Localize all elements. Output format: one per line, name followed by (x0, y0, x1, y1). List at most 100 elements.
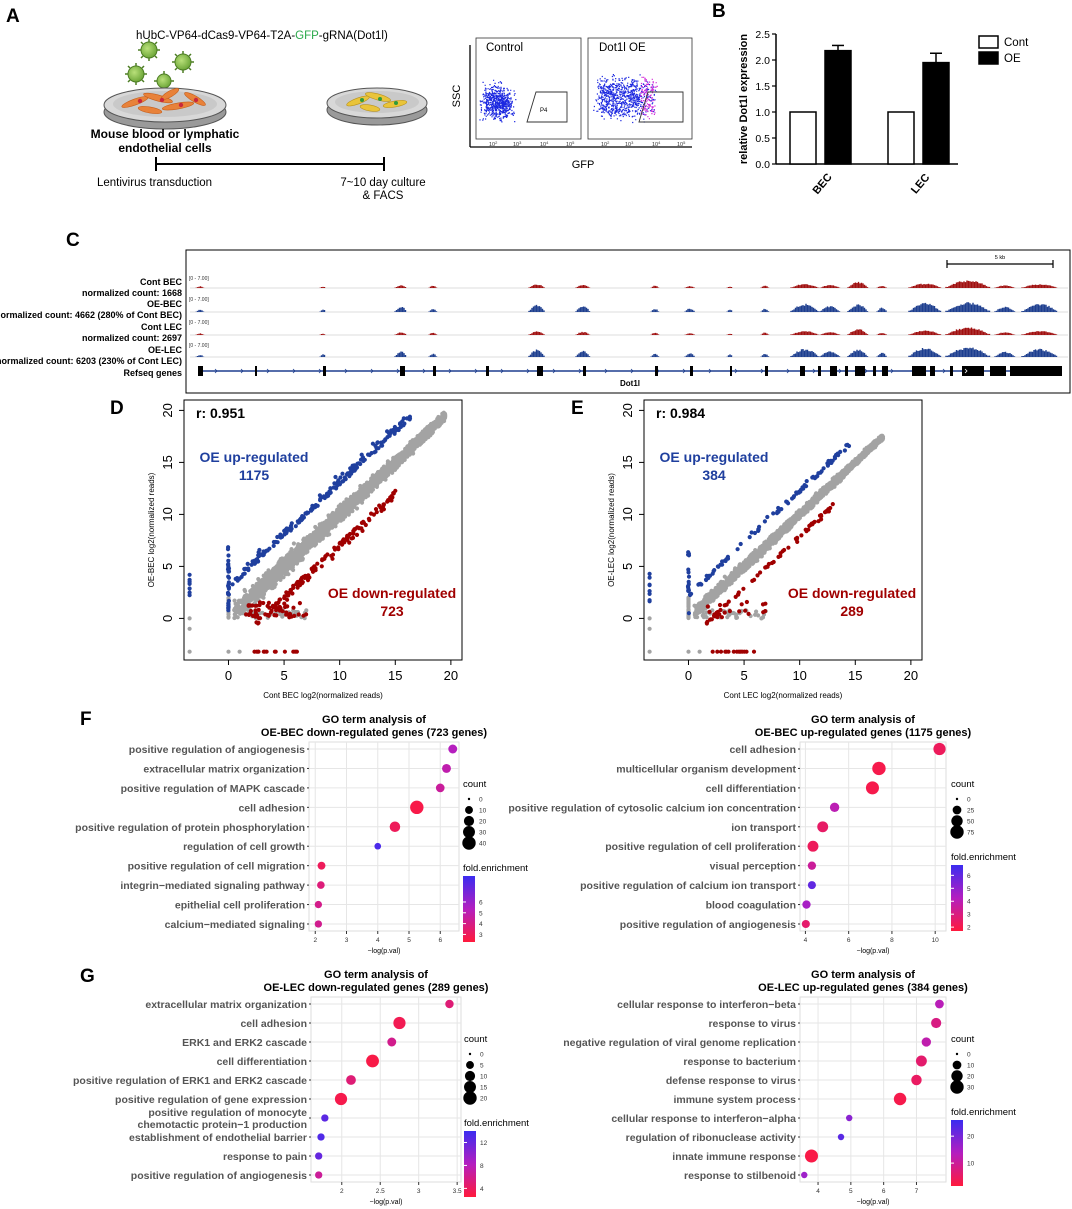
x-tick-label: 6 (882, 1188, 886, 1195)
go-term-label: establishment of endothelial barrier (129, 1132, 307, 1144)
up-regulated-count: 1175 (239, 467, 270, 483)
track-1-sub: normalized count: 1668 (82, 288, 182, 298)
x-tick-label: 3 (345, 937, 349, 944)
bar-y-tick-label: 0.5 (755, 133, 770, 145)
go-title-line-2: OE-LEC down-regulated genes (289 genes) (264, 982, 489, 994)
count-legend-dot (952, 1060, 962, 1070)
fold-legend-title: fold.enrichment (951, 852, 1016, 863)
scatter-plot-e: 0 5 10 15 20 0 5 10 15 20 Cont LEC log2(normalized… (607, 399, 923, 700)
x-tick-label: 2 (340, 1188, 344, 1195)
culture-dish-2-icon (326, 87, 428, 126)
bar-chart: 0.0 0.5 1.0 1.5 2.0 2.5 relative Dot1l express… (738, 29, 958, 197)
exon-arrow (964, 368, 968, 374)
go-dot (865, 781, 879, 795)
y-axis-label: OE-LEC log2(normalized reads) (607, 473, 616, 587)
go-dot (921, 1037, 931, 1047)
track-3-signal (195, 327, 1058, 335)
count-legend-label: 0 (967, 1052, 971, 1059)
go-term-label: negative regulation of viral genome repl… (563, 1037, 796, 1049)
go-term-label: regulation of cell growth (183, 841, 305, 853)
go-title-line-2: OE-LEC up-regulated genes (384 genes) (758, 982, 968, 994)
gene-exon (655, 366, 658, 376)
track-3-range: [0 - 7.00] (189, 320, 209, 326)
go-dot (935, 999, 944, 1009)
gene-exon (950, 366, 953, 376)
count-legend-label: 50 (967, 819, 975, 826)
facs-tick-7: 104 (652, 140, 661, 148)
x-axis-label: −log(p.val) (368, 948, 401, 955)
bar-y-tick-label: 1.0 (755, 107, 770, 119)
gene-exon (818, 366, 821, 376)
go-dot (442, 763, 451, 773)
gene-exon (486, 366, 489, 376)
down-regulated-label: OE down-regulated (788, 585, 916, 601)
track-3-name: Cont LEC (141, 322, 182, 332)
up-regulated-label: OE up-regulated (200, 449, 309, 465)
go-term-label: response to bacterium (683, 1056, 796, 1068)
x-tick-label: 4 (804, 937, 808, 944)
go-term-label: positive regulation of angiogenesis (620, 919, 796, 931)
go-dot (445, 999, 454, 1009)
track-1-name: Cont BEC (140, 277, 182, 287)
facs-tick-8: 105 (677, 140, 686, 148)
panel-letter-d: D (110, 398, 124, 419)
gene-exon (433, 366, 436, 376)
go-panel-bg (308, 741, 460, 932)
fold-colorbar (951, 1120, 963, 1186)
go-term-label: cell adhesion (240, 1018, 307, 1030)
timeline (155, 157, 385, 171)
facs-control-title: Control (486, 42, 523, 54)
facs-tick-3: 104 (540, 140, 549, 148)
go-dot (435, 783, 445, 793)
x-axis-label: −log(p.val) (857, 948, 890, 955)
go-dot (801, 1171, 808, 1179)
go-term-label: cell adhesion (238, 802, 305, 814)
genome-tracks (190, 280, 1068, 376)
go-term-label: positive regulation of MAPK cascade (121, 783, 306, 795)
track-4-sub: normalized count: 6203 (230% of Cont LEC… (0, 356, 182, 366)
count-legend-label: 30 (479, 830, 487, 837)
panel-a: A hUbC-VP64-dCas9-VP64-T2A-GFP-gRNA(Dot1… (6, 6, 693, 202)
bar-y-tick-label: 0.0 (755, 159, 770, 171)
gene-exon (255, 366, 257, 376)
scatter-plot-d: 0 5 10 15 20 0 5 10 15 20 Cont BEC log2(normalized… (147, 399, 463, 700)
track-2-range: [0 - 7.00] (189, 297, 209, 303)
go-term-label: positive regulation of protein phosphory… (75, 822, 305, 834)
go-dot (387, 1037, 397, 1047)
x-tick-label: 20 (904, 668, 918, 683)
count-legend-dot (955, 797, 959, 801)
count-legend-dot (465, 806, 473, 814)
facs-gate-control (526, 91, 568, 123)
refseq-label: Refseq genes (123, 368, 182, 378)
gene-exon (198, 366, 203, 376)
legend-label-oe: OE (1004, 53, 1021, 65)
track-labels: Cont BEC normalized count: 1668 OE-BEC n… (0, 277, 182, 378)
bar-cont-bec (789, 111, 817, 165)
go-term-label: calcium−mediated signaling (165, 919, 305, 931)
gene-exon (855, 366, 865, 376)
gene-exon (990, 366, 1006, 376)
y-axis-label: OE-BEC log2(normalized reads) (147, 472, 156, 587)
count-legend-dot (462, 836, 476, 850)
x-tick-label: 2.5 (376, 1188, 385, 1195)
count-legend-dot (468, 1052, 472, 1056)
facs-tick-1: 102 (489, 140, 498, 148)
fold-legend-label: 2 (967, 925, 971, 932)
track-2-signal (195, 302, 1058, 312)
go-panel-bg (799, 741, 947, 932)
panel-letter-c: C (66, 230, 80, 251)
count-legend-dot (950, 1080, 964, 1094)
x-tick-label: 5 (280, 668, 287, 683)
facs-ylabel: SSC (451, 85, 463, 108)
scatter-points-down (244, 488, 398, 654)
go-title-line-2: OE-BEC down-regulated genes (723 genes) (261, 727, 487, 739)
panel-b: B 0.0 0.5 1.0 1.5 2.0 2.5 relative Dot1l expre… (712, 1, 1029, 197)
go-dot (802, 900, 811, 909)
gene-exon (537, 366, 543, 376)
go-dot (933, 742, 946, 756)
x-tick-label: 10 (332, 668, 346, 683)
cells-label-1: Mouse blood or lymphatic (91, 127, 240, 141)
